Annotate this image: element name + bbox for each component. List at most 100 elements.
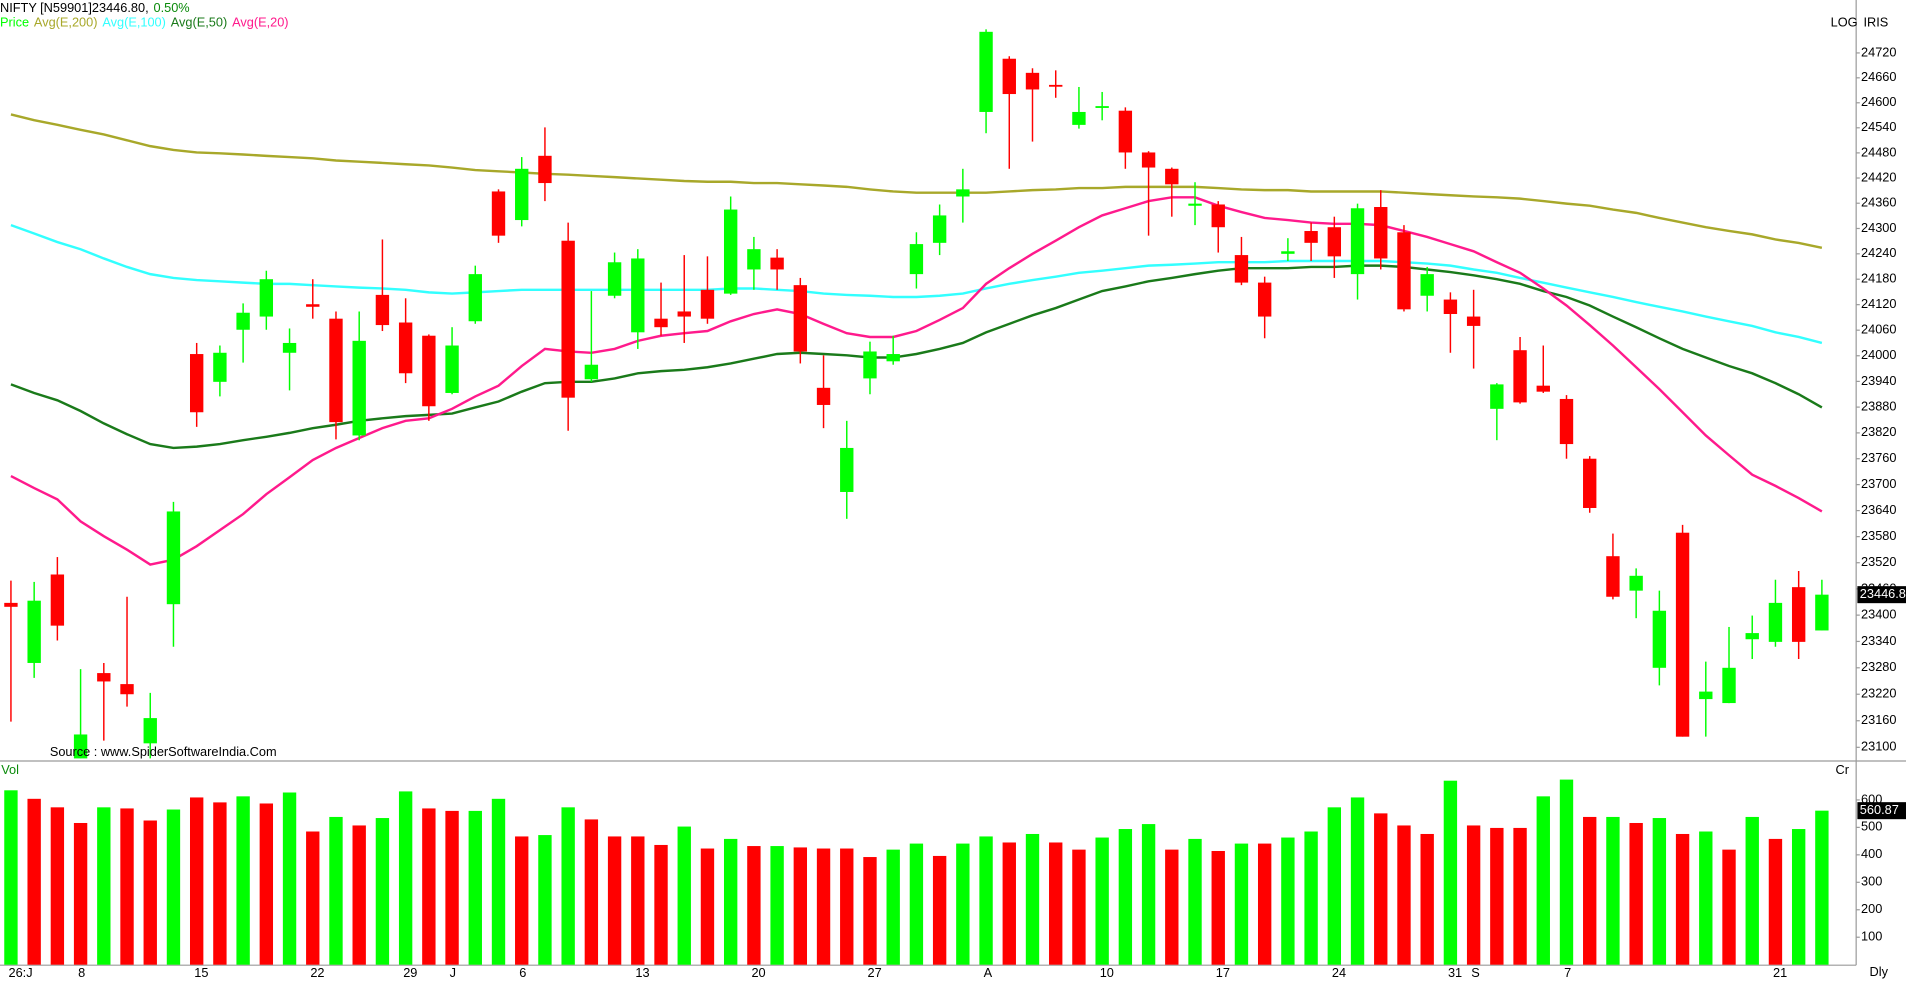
volume-bar [1350, 797, 1365, 965]
volume-bar [282, 792, 297, 965]
last-volume-tag [1857, 802, 1906, 820]
y-tick-label: 23520 [1861, 554, 1896, 569]
volume-bar [1490, 827, 1504, 965]
candle-body [1559, 398, 1574, 445]
candle-body [1745, 633, 1759, 640]
candle-body [979, 31, 993, 112]
candle-body [1397, 232, 1411, 310]
candle-body [1049, 84, 1063, 87]
candle-body [1188, 203, 1202, 206]
volume-bar [189, 797, 204, 965]
period-label: Dly [1870, 964, 1889, 979]
candle-body [1281, 251, 1295, 254]
volume-bar [1745, 816, 1759, 965]
volume-bar [1652, 818, 1667, 965]
candle-body [1791, 587, 1806, 642]
chart-title: NIFTY [N59901]23446.80, [0, 0, 149, 15]
volume-bar [4, 790, 18, 965]
x-tick-label: 8 [78, 965, 85, 980]
volume-bar [1583, 816, 1597, 965]
candle-body [166, 511, 181, 605]
candle-body [723, 209, 738, 294]
volume-bar [979, 836, 993, 965]
y-tick-label: 23220 [1861, 686, 1896, 701]
volume-bar [306, 831, 320, 965]
volume-bar [1443, 780, 1458, 965]
candle-body [1257, 282, 1272, 317]
change-label: 0.50% [153, 0, 189, 15]
volume-bar [50, 807, 65, 965]
y-tick-label: 200 [1861, 901, 1882, 916]
y-tick-label: 24300 [1861, 220, 1896, 235]
volume-bar [1049, 842, 1063, 965]
volume-bar [1165, 849, 1179, 965]
candle-body [1350, 208, 1365, 275]
price-panel [4, 29, 1829, 759]
candle-body [607, 262, 622, 296]
y-tick-label: 23400 [1861, 607, 1896, 622]
volume-bar [329, 816, 343, 965]
candle-body [1606, 556, 1620, 597]
unit-label: Cr [1835, 762, 1849, 777]
source-note: Source : www.SpiderSoftwareIndia.Com [50, 744, 277, 759]
volume-bar [97, 807, 111, 965]
volume-bar [1699, 831, 1713, 965]
volume-bar [816, 848, 831, 965]
moving-average-line [10, 196, 1823, 566]
y-tick-label: 23940 [1861, 373, 1896, 388]
volume-bar [73, 822, 88, 965]
volume-bar [631, 836, 645, 965]
candle-body [1374, 207, 1388, 259]
candle-body [1699, 691, 1713, 700]
y-tick-label: 24600 [1861, 94, 1896, 109]
volume-bar [538, 835, 552, 965]
y-tick-label: 23580 [1861, 528, 1896, 543]
volume-bar [1327, 807, 1342, 965]
volume-bar [1072, 849, 1086, 965]
candle-body [700, 289, 715, 319]
moving-average-line [10, 264, 1823, 450]
candle-body [1234, 255, 1249, 283]
candle-body [120, 684, 134, 695]
volume-bar [1420, 833, 1434, 965]
candle-body [236, 312, 250, 330]
y-tick-label: 24120 [1861, 296, 1896, 311]
y-tick-label: 24540 [1861, 119, 1896, 134]
y-tick-label: 24420 [1861, 169, 1896, 184]
volume-bar [1234, 843, 1249, 965]
volume-bar [1629, 822, 1643, 965]
y-tick-label: 23100 [1861, 739, 1896, 754]
volume-bar [1374, 813, 1388, 965]
candle-body [654, 318, 668, 328]
candle-body [561, 240, 575, 398]
volume-bar [909, 843, 924, 965]
volume-bar [398, 791, 413, 965]
candle-body [1211, 204, 1225, 228]
y-tick-label: 100 [1861, 929, 1882, 944]
candle-body [282, 342, 297, 353]
volume-bar [1304, 831, 1318, 965]
candle-body [956, 189, 970, 197]
legend-label: Avg(E,100) [102, 14, 166, 29]
volume-bar [1095, 837, 1109, 965]
volume-bar [863, 857, 877, 965]
y-tick-label: 24660 [1861, 69, 1896, 84]
candle-body [1327, 227, 1342, 257]
candle-body [1629, 575, 1643, 591]
volume-bar [747, 846, 761, 965]
legend-label: Price [0, 14, 29, 29]
volume-bar [770, 846, 784, 965]
candle-body [1072, 111, 1086, 125]
volume-bar [607, 836, 622, 965]
candle-body [1025, 72, 1040, 90]
x-tick-label: 31 [1448, 965, 1462, 980]
x-tick-label: 24 [1332, 965, 1346, 980]
y-tick-label: 24480 [1861, 144, 1896, 159]
volume-bar [677, 826, 691, 965]
volume-bar [120, 808, 134, 965]
candle-body [886, 354, 900, 362]
volume-title: Vol [1, 762, 19, 777]
x-tick-label: 10 [1100, 965, 1114, 980]
volume-bar [723, 838, 738, 965]
